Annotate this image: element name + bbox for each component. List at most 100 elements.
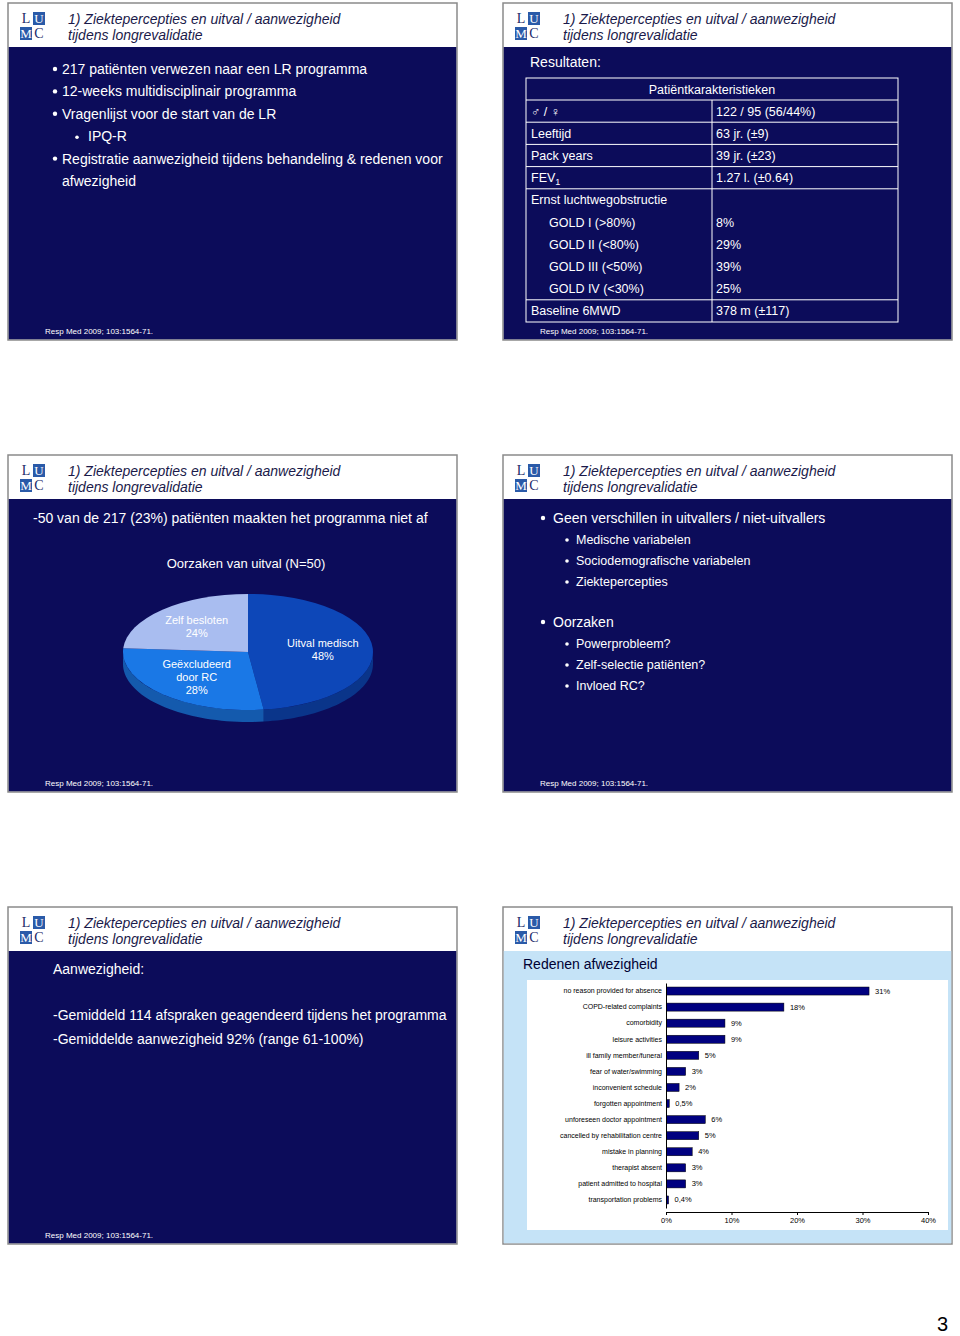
bar (666, 1019, 725, 1027)
logo-letter: M (20, 26, 32, 41)
axis-line (667, 1213, 929, 1216)
sub-bullet-text: Zelf-selectie patiënten? (576, 658, 705, 672)
y-tick: COPD-related complaints (583, 1003, 666, 1011)
table-title: Patiëntkarakteristieken (649, 83, 776, 97)
sub-bullet (565, 663, 569, 667)
bullet (541, 516, 545, 520)
logo: LUMC (515, 11, 540, 41)
slide: LUMC1) Ziektepercepties en uitval / aanw… (8, 455, 457, 792)
slide-title: tijdens longrevalidatie (68, 27, 203, 43)
bullet-text: afwezigheid (62, 173, 136, 189)
page: LUMC1) Ziektepercepties en uitval / aanw… (0, 0, 960, 1336)
logo-letter: L (22, 11, 31, 26)
y-tick: patient admitted to hospital (578, 1180, 666, 1188)
slide-body (504, 47, 952, 339)
x-tick: 0% (661, 1212, 672, 1225)
bullet-text: Vragenlijst voor de start van de LR (62, 106, 276, 122)
tick-label: 40% (921, 1216, 936, 1225)
data-labels: 31%18%9%9%5%3%2%0,5%6%5%4%3%3%0,4% (675, 987, 891, 1205)
slide-title: 1) Ziektepercepties en uitval / aanwezig… (68, 11, 342, 27)
logo-letter: M (515, 478, 527, 493)
table-value: 8% (716, 216, 734, 230)
data-label: 5% (705, 1131, 716, 1140)
tick-mark (732, 1212, 733, 1215)
sub-bullet (565, 538, 569, 542)
tick-label: cancelled by rehabilitation centre (560, 1132, 662, 1140)
bars (666, 987, 869, 1204)
y-tick: unforeseen doctor appointment (565, 1116, 666, 1124)
bar (666, 1132, 699, 1140)
slide: LUMC1) Ziektepercepties en uitval / aanw… (503, 3, 952, 340)
table-label: GOLD II (<80%) (549, 238, 639, 252)
table-label: Pack years (531, 149, 593, 163)
data-label: 3% (692, 1163, 703, 1172)
pie-label: door RC (176, 671, 217, 683)
page-background (0, 0, 960, 1336)
pie-slice (123, 648, 264, 710)
bar (666, 1067, 686, 1075)
table-value: 122 / 95 (56/44%) (716, 105, 815, 119)
y-tick: no reason provided for absence (564, 987, 666, 995)
text-line: -Gemiddelde aanwezigheid 92% (range 61-1… (53, 1031, 364, 1047)
slide-frame (8, 907, 457, 1244)
data-label: 9% (731, 1019, 742, 1028)
table-rule (712, 100, 713, 322)
table-value: 29% (716, 238, 741, 252)
logo-letter: U (34, 915, 44, 930)
logo-letter: M (20, 478, 32, 493)
axis-line (666, 984, 667, 1209)
heading: Aanwezigheid: (53, 961, 144, 977)
bullet-text: Registratie aanwezigheid tijdens behande… (62, 151, 443, 167)
y-tick: leisure activities (613, 1035, 666, 1042)
text-line: -Gemiddeld 114 afspraken geagendeerd tij… (53, 1007, 447, 1023)
sub-bullet-text: IPQ-R (88, 128, 127, 144)
table-label-sub: 1 (555, 177, 560, 187)
table: Patiëntkarakteristieken ♂ / ♀ 122 / 95 (56… (526, 78, 898, 322)
footer: Resp Med 2009; 103:1564-71. (45, 327, 153, 336)
slide-frame (8, 3, 457, 340)
y-tick: inconvenient schedule (593, 1084, 666, 1091)
tick-label: unforeseen doctor appointment (565, 1116, 662, 1124)
y-tick: transportation problems (588, 1196, 666, 1204)
table-value: 39% (716, 260, 741, 274)
logo-letter: C (529, 478, 538, 493)
logo-letter: L (517, 463, 526, 478)
logo-letter: L (517, 915, 526, 930)
data-label: 18% (790, 1003, 805, 1012)
slide-title: tijdens longrevalidatie (563, 931, 698, 947)
y-tick: cancelled by rehabilitation centre (560, 1132, 666, 1140)
table-label: ♂ / ♀ (531, 105, 560, 119)
table-border (526, 78, 898, 322)
logo: LUMC (20, 463, 45, 493)
pie-label: Zelf besloten (165, 614, 228, 626)
x-tick: 40% (921, 1212, 936, 1225)
table-value: 39 jr. (±23) (716, 149, 776, 163)
slide-body (9, 499, 457, 791)
data-label: 5% (705, 1051, 716, 1060)
slide-body (504, 951, 952, 1243)
tick-label: fear of water/swimming (590, 1068, 662, 1076)
bullet (541, 620, 545, 624)
tick-mark (928, 1212, 929, 1215)
slide-title: 1) Ziektepercepties en uitval / aanwezig… (563, 915, 837, 931)
slide-title: 1) Ziektepercepties en uitval / aanwezig… (68, 915, 342, 931)
bullet-text: Oorzaken (553, 614, 614, 630)
y-tick: forgotten appointment (594, 1100, 666, 1108)
sub-bullet (565, 684, 569, 688)
tick-label: ill family member/funeral (586, 1052, 662, 1060)
bullet-text: Geen verschillen in uitvallers / niet-ui… (553, 510, 825, 526)
table-label: GOLD III (<50%) (549, 260, 642, 274)
page-number: 3 (937, 1313, 948, 1335)
table-label: Leeftijd (531, 127, 571, 141)
tick-label: leisure activities (613, 1035, 663, 1042)
slide-frame (503, 907, 952, 1244)
slide-title: tijdens longrevalidatie (563, 479, 698, 495)
bar (666, 1148, 692, 1156)
tick-mark (863, 1212, 864, 1215)
bar (666, 1164, 686, 1172)
data-label: 3% (692, 1067, 703, 1076)
tick-label: therapist absent (612, 1164, 662, 1172)
sub-bullet-text: Invloed RC? (576, 679, 645, 693)
heading: -50 van de 217 (23%) patiënten maakten h… (33, 510, 428, 526)
table-value: 378 m (±117) (716, 304, 789, 318)
